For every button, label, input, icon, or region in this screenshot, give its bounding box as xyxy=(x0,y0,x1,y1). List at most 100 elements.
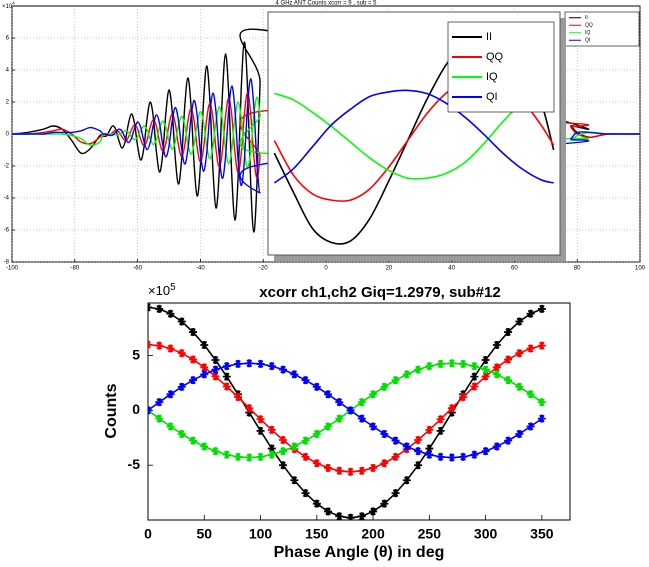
marker xyxy=(346,467,355,476)
chart-title: 4 GHz ANT Counts xcorr = 9 , sub = 5 xyxy=(276,1,378,7)
y-tick-label: 0 xyxy=(6,132,10,138)
x-tick-label: -100 xyxy=(6,266,19,272)
marker xyxy=(537,398,546,407)
marker xyxy=(425,444,434,453)
marker xyxy=(357,466,366,475)
marker xyxy=(402,442,411,451)
marker xyxy=(301,436,310,445)
marker xyxy=(200,340,209,349)
marker xyxy=(222,450,231,459)
marker xyxy=(380,429,389,438)
marker xyxy=(447,408,456,417)
marker xyxy=(279,435,288,444)
x-tick-label: 100 xyxy=(635,266,646,272)
marker xyxy=(369,507,378,516)
marker xyxy=(166,422,175,431)
marker xyxy=(492,370,501,379)
marker xyxy=(301,489,310,498)
marker xyxy=(414,447,423,456)
marker xyxy=(447,404,456,413)
marker xyxy=(166,344,175,353)
marker xyxy=(335,398,344,407)
marker xyxy=(279,461,288,470)
marker xyxy=(324,390,333,399)
marker xyxy=(481,365,490,374)
marker xyxy=(166,390,175,399)
marker xyxy=(312,499,321,508)
x-tick-label: 100 xyxy=(249,526,273,542)
marker xyxy=(470,382,479,391)
marker xyxy=(166,309,175,318)
y-exponent: ×104 xyxy=(2,1,15,10)
marker xyxy=(324,422,333,431)
marker xyxy=(222,372,231,381)
marker xyxy=(515,317,524,326)
x-tick-label: -20 xyxy=(259,266,268,272)
y-tick-label: -8 xyxy=(4,260,10,266)
marker xyxy=(155,414,164,423)
x-tick-label: 200 xyxy=(361,526,385,542)
marker xyxy=(436,452,445,461)
marker xyxy=(459,452,468,461)
marker xyxy=(290,370,299,379)
marker xyxy=(447,453,456,462)
legend-label: QQ xyxy=(486,51,504,63)
marker xyxy=(290,442,299,451)
marker xyxy=(470,362,479,371)
chart: 0 50 100 150 200 250 300 350 -5 0 5 xcorr ch1,ch2 G… xyxy=(103,281,571,561)
marker xyxy=(324,507,333,516)
marker xyxy=(380,382,389,391)
marker xyxy=(526,422,535,431)
plot-lines xyxy=(12,28,640,233)
marker xyxy=(177,349,186,358)
marker xyxy=(391,376,400,385)
chart-title: xcorr ch1,ch2 Giq=1.2979, sub#12 xyxy=(259,284,500,301)
chart: II QQ IQ QI xyxy=(267,11,566,261)
marker xyxy=(335,466,344,475)
legend-label: QQ xyxy=(585,23,593,29)
marker xyxy=(391,452,400,461)
marker xyxy=(447,359,456,368)
marker xyxy=(526,309,535,318)
x-tick-label: -40 xyxy=(196,266,205,272)
marker xyxy=(301,452,310,461)
marker xyxy=(537,414,546,423)
marker xyxy=(267,362,276,371)
marker xyxy=(380,499,389,508)
marker xyxy=(357,398,366,407)
legend-box xyxy=(447,21,555,113)
marker xyxy=(234,359,243,368)
marker xyxy=(504,436,513,445)
marker xyxy=(504,376,513,385)
marker xyxy=(279,365,288,374)
marker xyxy=(481,355,490,364)
marker xyxy=(200,370,209,379)
series-line xyxy=(273,89,554,184)
legend-label: II xyxy=(486,31,492,43)
marker xyxy=(470,372,479,381)
marker xyxy=(492,340,501,349)
marker xyxy=(256,426,265,435)
marker xyxy=(189,355,198,364)
marker xyxy=(189,376,198,385)
marker xyxy=(492,363,501,372)
marker xyxy=(537,304,546,313)
marker xyxy=(346,513,355,520)
marker xyxy=(211,447,220,456)
x-tick-label: 60 xyxy=(511,266,518,272)
marker xyxy=(515,429,524,438)
marker xyxy=(256,359,265,368)
marker xyxy=(200,363,209,372)
marker xyxy=(504,328,513,337)
marker xyxy=(234,393,243,402)
marker xyxy=(436,426,445,435)
x-tick-label: -60 xyxy=(133,266,142,272)
series-line xyxy=(12,28,640,233)
series-line xyxy=(12,96,640,170)
x-tick-label: 50 xyxy=(196,526,212,542)
y-tick-label: -4 xyxy=(4,196,10,202)
marker xyxy=(459,393,468,402)
marker xyxy=(189,328,198,337)
marker xyxy=(414,435,423,444)
